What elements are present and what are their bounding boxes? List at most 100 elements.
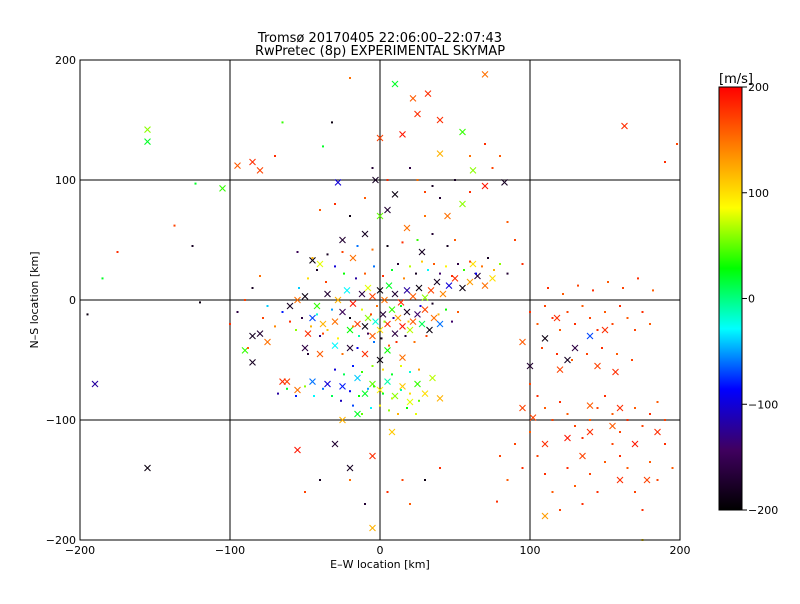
scatter-point-dot xyxy=(491,167,494,169)
scatter-point-dot xyxy=(463,269,465,271)
scatter-point-cross xyxy=(394,314,402,322)
scatter-point-dot xyxy=(577,284,579,287)
scatter-point-dot xyxy=(634,329,636,331)
scatter-point-dot xyxy=(649,323,651,325)
scatter-point-dot xyxy=(229,323,231,325)
scatter-point-dot xyxy=(676,143,678,145)
scatter-point-dot xyxy=(349,479,351,481)
scatter-point-dot xyxy=(391,373,393,376)
scatter-point-dot xyxy=(475,272,477,275)
scatter-point-dot xyxy=(397,263,399,265)
scatter-point-cross xyxy=(501,179,508,186)
scatter-point-dot xyxy=(325,281,327,283)
scatter-point-dot xyxy=(392,317,395,319)
scatter-point-cross xyxy=(385,282,393,289)
scatter-point-cross xyxy=(372,176,379,184)
scatter-point-dot xyxy=(571,359,573,361)
scatter-point-dot xyxy=(445,308,447,311)
scatter-point-dot xyxy=(439,197,441,199)
scatter-point-cross xyxy=(334,296,342,304)
scatter-point-cross xyxy=(564,434,571,442)
scatter-point-dot xyxy=(586,353,588,355)
scatter-point-cross xyxy=(418,248,426,256)
scatter-point-dot xyxy=(274,325,276,328)
scatter-point-dot xyxy=(562,293,564,295)
scatter-point-dot xyxy=(592,289,594,292)
scatter-point-dot xyxy=(656,479,659,481)
scatter-point-dot xyxy=(664,419,666,421)
scatter-point-dot xyxy=(427,269,429,271)
scatter-point-cross xyxy=(249,158,256,166)
scatter-point-dot xyxy=(514,239,516,241)
scatter-point-cross xyxy=(369,332,376,340)
scatter-point-cross xyxy=(481,282,489,289)
scatter-point-cross xyxy=(279,378,286,385)
scatter-point-dot xyxy=(406,407,408,409)
scatter-point-dot xyxy=(469,155,471,157)
scatter-point-cross xyxy=(384,347,391,354)
scatter-point-cross xyxy=(421,390,429,397)
scatter-point-cross xyxy=(571,344,579,352)
scatter-point-dot xyxy=(439,272,441,275)
scatter-point-cross xyxy=(391,191,399,198)
scatter-point-cross xyxy=(358,290,366,298)
scatter-point-dot xyxy=(607,281,609,283)
scatter-point-dot xyxy=(311,257,314,259)
scatter-point-cross xyxy=(264,338,271,346)
scatter-point-cross xyxy=(586,428,594,436)
scatter-point-dot xyxy=(521,263,524,265)
scatter-point-cross xyxy=(256,330,264,337)
scatter-point-cross xyxy=(436,320,444,328)
scatter-point-cross xyxy=(294,296,301,304)
scatter-point-dot xyxy=(376,305,378,307)
scatter-point-cross xyxy=(556,366,564,373)
scatter-point-dot xyxy=(418,368,420,371)
scatter-point-dot xyxy=(416,179,419,181)
scatter-point-cross xyxy=(421,306,429,313)
scatter-point-cross xyxy=(616,404,624,412)
scatter-point-cross xyxy=(399,131,406,138)
scatter-point-dot xyxy=(415,413,417,415)
scatter-point-cross xyxy=(459,200,466,208)
scatter-point-dot xyxy=(371,365,374,367)
scatter-point-dot xyxy=(409,265,411,268)
scatter-point-cross xyxy=(424,90,432,97)
scatter-point-cross xyxy=(331,440,339,448)
chart-title: Tromsø 20170405 22:06:00–22:07:43 xyxy=(257,31,502,46)
scatter-point-cross xyxy=(654,428,661,436)
scatter-point-dot xyxy=(604,311,606,313)
scatter-point-cross xyxy=(369,524,376,532)
scatter-point-cross xyxy=(339,383,346,390)
scatter-point-dot xyxy=(388,409,390,412)
scatter-point-dot xyxy=(356,245,359,247)
scatter-point-dot xyxy=(331,308,333,311)
scatter-point-cross xyxy=(541,512,549,520)
scatter-point-cross xyxy=(594,362,601,370)
scatter-point-dot xyxy=(307,353,309,355)
scatter-point-cross xyxy=(286,302,294,310)
scatter-point-dot xyxy=(421,260,423,263)
scatter-point-cross xyxy=(144,126,151,133)
scatter-point-dot xyxy=(431,233,434,235)
scatter-point-dot xyxy=(619,305,621,307)
scatter-point-dot xyxy=(506,221,509,223)
y-tick-label: 200 xyxy=(55,54,76,67)
scatter-point-dot xyxy=(433,263,435,265)
scatter-point-dot xyxy=(626,419,629,421)
scatter-point-cross xyxy=(439,290,447,298)
scatter-point-dot xyxy=(341,353,344,355)
scatter-point-cross xyxy=(481,71,489,78)
colorbar-tick-label: −100 xyxy=(748,398,778,411)
scatter-point-dot xyxy=(262,317,264,319)
scatter-point-dot xyxy=(397,413,399,415)
scatter-point-cross xyxy=(445,282,453,289)
colorbar-tick-label: 0 xyxy=(748,293,755,306)
scatter-point-dot xyxy=(604,395,606,397)
scatter-point-dot xyxy=(439,467,441,469)
scatter-point-cross xyxy=(331,342,339,349)
x-tick-label: 200 xyxy=(670,544,691,557)
scatter-point-dot xyxy=(395,341,398,343)
scatter-point-cross xyxy=(586,332,594,340)
scatter-point-dot xyxy=(457,311,459,313)
